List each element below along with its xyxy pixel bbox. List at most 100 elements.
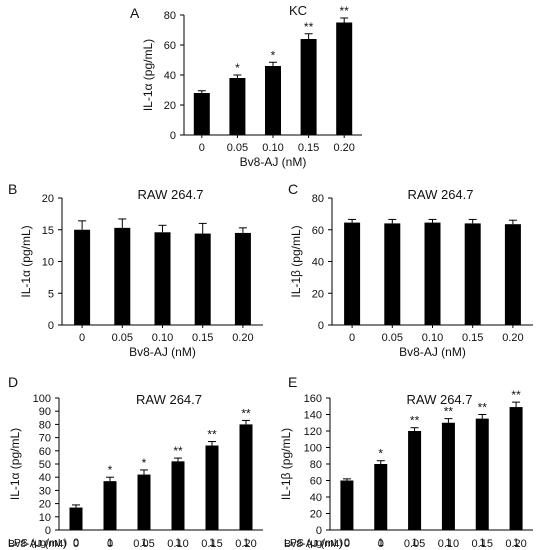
table-cell-D-0-5: 0.20 — [235, 538, 256, 550]
y-tick-label-D: 20 — [39, 499, 51, 511]
panel-letter-E: E — [288, 374, 297, 390]
y-axis-label-D: IL-1α (pg/mL) — [8, 428, 22, 500]
significance-mark-D-2: * — [142, 456, 147, 470]
bar-A-4 — [336, 22, 353, 135]
y-tick-label-A: 20 — [164, 100, 176, 112]
x-tick-label-A-4: 0.20 — [333, 142, 354, 154]
x-tick-label-A-1: 0.05 — [227, 142, 248, 154]
y-tick-label-E: 0 — [316, 525, 322, 537]
y-tick-label-E: 160 — [304, 393, 322, 405]
y-tick-label-A: 0 — [170, 130, 176, 142]
significance-mark-D-5: ** — [241, 406, 251, 420]
y-tick-label-B: 20 — [42, 193, 54, 205]
y-axis-label-C: IL-1β (pg/mL) — [289, 225, 303, 297]
x-tick-label-C-0: 0 — [349, 332, 355, 344]
y-tick-label-D: 10 — [39, 512, 51, 524]
table-cell-D-0-2: 0.05 — [133, 538, 154, 550]
x-axis-label-C: Bv8-AJ (nM) — [399, 345, 466, 359]
y-tick-label-C: 0 — [318, 320, 324, 332]
y-tick-label-B: 0 — [48, 320, 54, 332]
x-tick-label-B-2: 0.10 — [152, 332, 173, 344]
y-tick-label-E: 40 — [310, 492, 322, 504]
x-tick-label-B-1: 0.05 — [112, 332, 133, 344]
table-cell-E-0-5: 0.20 — [505, 538, 526, 550]
y-axis-label-A: IL-1α (pg/mL) — [141, 39, 155, 111]
bar-E-0 — [340, 480, 354, 530]
significance-mark-A-2: * — [271, 48, 276, 62]
y-tick-label-A: 40 — [164, 70, 176, 82]
significance-mark-D-1: * — [108, 463, 113, 477]
chart-title-D: RAW 264.7 — [136, 392, 202, 407]
bar-D-0 — [69, 507, 83, 530]
panel-letter-D: D — [8, 374, 18, 390]
significance-mark-E-3: ** — [444, 405, 454, 419]
bar-A-3 — [300, 39, 317, 135]
panel-letter-A: A — [130, 5, 140, 21]
y-tick-label-C: 60 — [312, 225, 324, 237]
significance-mark-E-5: ** — [511, 388, 521, 402]
bar-B-3 — [194, 233, 211, 325]
bar-D-2 — [137, 474, 151, 530]
table-row-label-D-1: LPS (μg/mL) — [8, 537, 67, 549]
bar-E-5 — [509, 407, 523, 530]
table-row-label-E-1: LPS (μg/mL) — [284, 537, 343, 549]
table-cell-E-1-0: 0 — [344, 537, 350, 549]
y-tick-label-D: 90 — [39, 406, 51, 418]
chart-title-E: RAW 264.7 — [407, 392, 473, 407]
table-row-label-E-0: Bv8-AJ (nM) — [284, 538, 342, 550]
y-tick-label-E: 120 — [304, 426, 322, 438]
x-tick-label-A-2: 0.10 — [262, 142, 283, 154]
bar-A-0 — [193, 93, 210, 135]
significance-mark-E-2: ** — [410, 414, 420, 428]
y-tick-label-E: 80 — [310, 459, 322, 471]
chart-title-C: RAW 264.7 — [408, 187, 474, 202]
table-cell-E-0-3: 0.10 — [438, 538, 459, 550]
table-cell-D-0-0: 0 — [73, 538, 79, 550]
significance-mark-A-3: ** — [304, 20, 314, 34]
y-tick-label-E: 100 — [304, 443, 322, 455]
y-tick-label-E: 140 — [304, 410, 322, 422]
table-cell-E-1-1: 1 — [378, 537, 384, 549]
y-tick-label-C: 80 — [312, 193, 324, 205]
significance-mark-A-1: * — [235, 61, 240, 75]
panel-letter-C: C — [288, 181, 298, 197]
x-tick-label-C-3: 0.15 — [462, 332, 483, 344]
x-axis-label-A: Bv8-AJ (nM) — [240, 155, 307, 169]
y-tick-label-B: 15 — [42, 225, 54, 237]
y-tick-label-D: 70 — [39, 433, 51, 445]
y-tick-label-C: 20 — [312, 288, 324, 300]
bar-C-2 — [424, 222, 441, 325]
table-cell-D-1-1: 1 — [107, 537, 113, 549]
bar-E-2 — [408, 431, 422, 530]
y-tick-label-A: 80 — [164, 10, 176, 22]
bar-C-4 — [504, 224, 521, 325]
y-tick-label-E: 60 — [310, 476, 322, 488]
bar-B-4 — [234, 232, 251, 325]
x-tick-label-C-1: 0.05 — [382, 332, 403, 344]
significance-mark-E-1: * — [378, 447, 383, 461]
x-tick-label-C-2: 0.10 — [422, 332, 443, 344]
bar-C-3 — [464, 223, 481, 325]
table-cell-E-0-4: 0.15 — [472, 538, 493, 550]
table-cell-D-1-4: 1 — [209, 537, 215, 549]
table-cell-E-1-2: 1 — [412, 537, 418, 549]
bar-B-0 — [74, 229, 91, 325]
chart-title-B: RAW 264.7 — [138, 187, 204, 202]
x-tick-label-A-3: 0.15 — [298, 142, 319, 154]
table-cell-D-1-0: 0 — [73, 537, 79, 549]
table-cell-E-0-1: 0 — [378, 538, 384, 550]
x-tick-label-A-0: 0 — [199, 142, 205, 154]
x-tick-label-B-4: 0.20 — [232, 332, 253, 344]
significance-mark-E-4: ** — [478, 401, 488, 415]
table-cell-E-0-0: 0 — [344, 538, 350, 550]
x-axis-label-B: Bv8-AJ (nM) — [129, 345, 196, 359]
table-row-label-D-0: Bv8-AJ (nM) — [8, 538, 66, 550]
bar-D-1 — [103, 481, 117, 530]
x-tick-label-B-3: 0.15 — [192, 332, 213, 344]
y-tick-label-B: 5 — [48, 288, 54, 300]
x-tick-label-C-4: 0.20 — [502, 332, 523, 344]
bar-C-1 — [384, 223, 401, 325]
y-tick-label-D: 60 — [39, 446, 51, 458]
significance-mark-D-4: ** — [207, 428, 217, 442]
